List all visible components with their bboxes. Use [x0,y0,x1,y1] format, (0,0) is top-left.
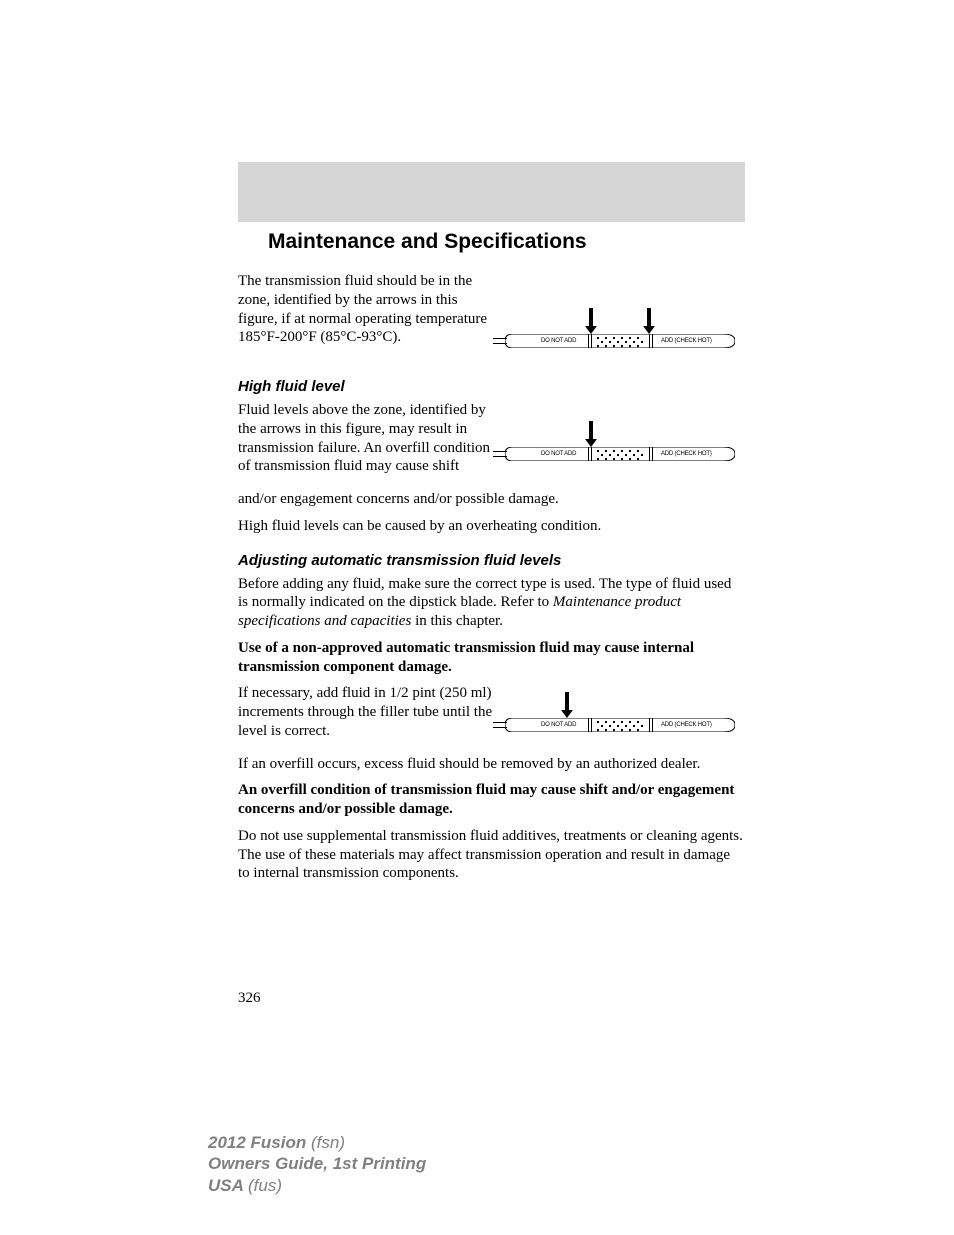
dipstick-body: DO NOT ADD ADD (CHECK HOT) [505,447,735,461]
page-number: 326 [238,990,261,1007]
footer-l1-light: (fsn) [311,1133,345,1152]
arrow-down-icon [585,308,597,334]
dipstick-label-add: ADD (CHECK HOT) [661,451,712,457]
para-add-fluid: If necessary, add fluid in 1/2 pint (250… [238,684,496,740]
dipstick-divider [591,718,592,732]
para-warning-nonapproved: Use of a non-approved automatic transmis… [238,639,745,677]
para-high-cont: and/or engagement concerns and/or possib… [238,490,745,509]
dipstick-label-donotadd: DO NOT ADD [541,722,576,728]
dipstick-divider [649,447,650,461]
dipstick-body: DO NOT ADD ADD (CHECK HOT) [505,334,735,348]
footer-l1-bold: 2012 Fusion [208,1133,311,1152]
para-no-additives: Do not use supplemental transmission flu… [238,827,745,883]
footer-line1: 2012 Fusion (fsn) [208,1132,426,1153]
para-warning-overfill: An overfill condition of transmission fl… [238,781,745,819]
footer-l3-bold: USA [208,1176,248,1195]
dipstick-divider [588,334,589,348]
footer: 2012 Fusion (fsn) Owners Guide, 1st Prin… [208,1132,426,1196]
section-add-fluid: If necessary, add fluid in 1/2 pint (250… [238,684,745,740]
arrow-down-icon [643,308,655,334]
section-high-level: Fluid levels above the zone, identified … [238,401,745,476]
footer-l3-light: (fus) [248,1176,282,1195]
dipstick-figure-2: DO NOT ADD ADD (CHECK HOT) [505,419,745,463]
para-high-left: Fluid levels above the zone, identified … [238,401,496,476]
dipstick-label-add: ADD (CHECK HOT) [661,722,712,728]
para-before-adding: Before adding any fluid, make sure the c… [238,575,745,631]
dipstick-crosshatch-icon [593,719,648,731]
arrow-down-icon [561,692,573,718]
dipstick-divider [649,334,650,348]
dipstick-divider [591,447,592,461]
page: Maintenance and Specifications The trans… [0,0,954,1235]
dipstick-label-donotadd: DO NOT ADD [541,451,576,457]
para-overfill-dealer: If an overfill occurs, excess fluid shou… [238,755,745,774]
dipstick-body: DO NOT ADD ADD (CHECK HOT) [505,718,735,732]
dipstick-divider [588,718,589,732]
heading-high-fluid: High fluid level [238,378,745,395]
heading-adjusting: Adjusting automatic transmission fluid l… [238,552,745,569]
content-area: Maintenance and Specifications The trans… [238,230,745,891]
dipstick-figure-1: DO NOT ADD ADD (CHECK HOT) [505,302,745,350]
footer-line2: Owners Guide, 1st Printing [208,1153,426,1174]
dipstick-label-add: ADD (CHECK HOT) [661,338,712,344]
dipstick-divider [652,718,653,732]
dipstick-label-donotadd: DO NOT ADD [541,338,576,344]
dipstick-divider [652,447,653,461]
dipstick-divider [588,447,589,461]
arrow-down-icon [585,421,597,447]
gray-banner [238,162,745,222]
p4b: in this chapter. [411,613,503,629]
para-high-cause: High fluid levels can be caused by an ov… [238,517,745,536]
section-normal-level: The transmission fluid should be in the … [238,272,745,362]
footer-line3: USA (fus) [208,1175,426,1196]
para-normal-level: The transmission fluid should be in the … [238,272,496,347]
dipstick-divider [652,334,653,348]
chapter-title: Maintenance and Specifications [238,230,745,254]
dipstick-divider [649,718,650,732]
dipstick-crosshatch-icon [593,335,648,347]
dipstick-crosshatch-icon [593,448,648,460]
dipstick-divider [591,334,592,348]
dipstick-figure-3: DO NOT ADD ADD (CHECK HOT) [505,690,745,734]
